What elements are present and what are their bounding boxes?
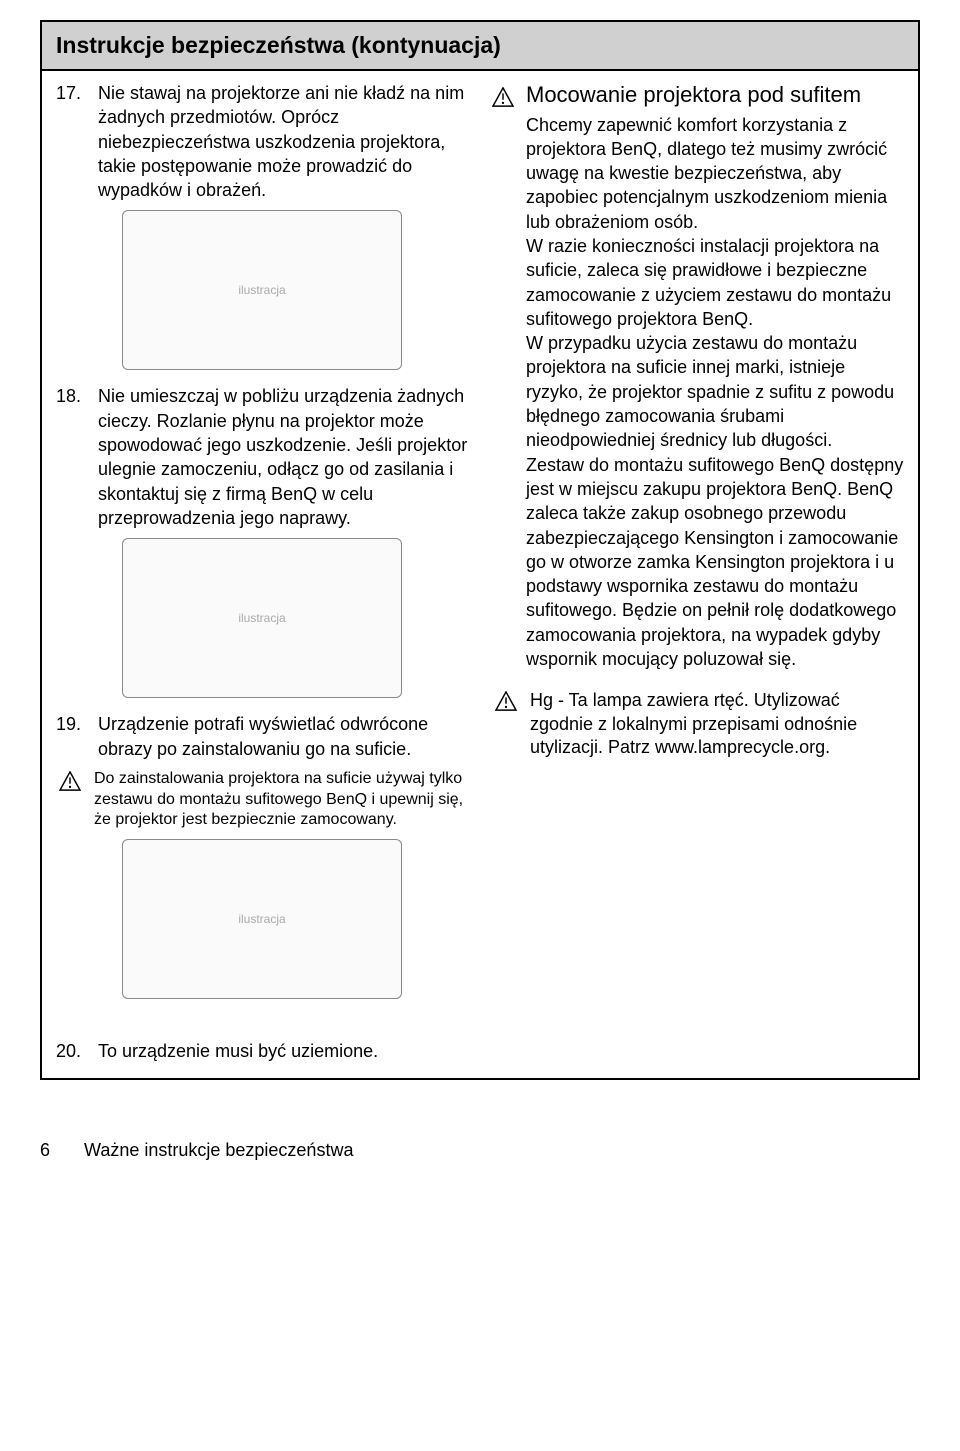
content-columns: 17. Nie stawaj na projektorze ani nie kł…	[42, 71, 918, 1031]
note-text: Do zainstalowania projektora na suficie …	[94, 769, 468, 831]
illustration-label: ilustracja	[238, 283, 285, 297]
item-text: Nie stawaj na projektorze ani nie kładź …	[98, 81, 468, 202]
warning-triangle-icon	[59, 771, 81, 831]
warning-triangle-icon	[495, 691, 517, 759]
section-title: Instrukcje bezpieczeństwa (kontynuacja)	[56, 32, 501, 58]
illustration-19: ilustracja	[122, 839, 402, 999]
paragraph: W przypadku użycia zestawu do montażu pr…	[526, 331, 904, 452]
warning-note-19: Do zainstalowania projektora na suficie …	[56, 769, 468, 831]
instruction-item-17: 17. Nie stawaj na projektorze ani nie kł…	[56, 81, 468, 202]
paragraph: Zestaw do montażu sufitowego BenQ dostęp…	[526, 453, 904, 672]
final-item-row: 20. To urządzenie musi być uziemione.	[42, 1031, 918, 1077]
warning-icon-wrap	[492, 689, 520, 759]
hg-warning-note: Hg - Ta lampa zawiera rtęć. Utylizować z…	[492, 689, 904, 759]
item-number: 19.	[56, 712, 84, 761]
item-text: Urządzenie potrafi wyświetlać odwrócone …	[98, 712, 468, 761]
page-footer: 6 Ważne instrukcje bezpieczeństwa	[40, 1140, 920, 1161]
instruction-item-20: 20. To urządzenie musi być uziemione.	[56, 1039, 904, 1063]
hg-note-text: Hg - Ta lampa zawiera rtęć. Utylizować z…	[530, 689, 904, 759]
paragraph: W razie konieczności instalacji projekto…	[526, 234, 904, 331]
instruction-item-19: 19. Urządzenie potrafi wyświetlać odwróc…	[56, 712, 468, 761]
illustration-18: ilustracja	[122, 538, 402, 698]
paragraph: Chcemy zapewnić komfort korzystania z pr…	[526, 113, 904, 234]
item-text: To urządzenie musi być uziemione.	[98, 1039, 378, 1063]
item-number: 20.	[56, 1039, 84, 1063]
illustration-17: ilustracja	[122, 210, 402, 370]
section-header: Instrukcje bezpieczeństwa (kontynuacja)	[42, 22, 918, 71]
right-column: Mocowanie projektora pod sufitem Chcemy …	[492, 81, 904, 1013]
illustration-label: ilustracja	[238, 611, 285, 625]
instruction-item-18: 18. Nie umieszczaj w pobliżu urządzenia …	[56, 384, 468, 530]
warning-icon-wrap	[56, 769, 84, 831]
page-number: 6	[40, 1140, 58, 1161]
item-text: Nie umieszczaj w pobliżu urządzenia żadn…	[98, 384, 468, 530]
illustration-label: ilustracja	[238, 912, 285, 926]
warning-triangle-icon	[492, 87, 516, 107]
safety-instructions-box: Instrukcje bezpieczeństwa (kontynuacja) …	[40, 20, 920, 1080]
warning-icon-wrap	[492, 81, 516, 109]
left-column: 17. Nie stawaj na projektorze ani nie kł…	[56, 81, 468, 1013]
item-number: 18.	[56, 384, 84, 530]
item-number: 17.	[56, 81, 84, 202]
ceiling-mount-header: Mocowanie projektora pod sufitem	[492, 81, 904, 109]
ceiling-mount-body: Chcemy zapewnić komfort korzystania z pr…	[492, 113, 904, 672]
footer-section-title: Ważne instrukcje bezpieczeństwa	[84, 1140, 353, 1161]
ceiling-mount-title: Mocowanie projektora pod sufitem	[526, 81, 861, 109]
